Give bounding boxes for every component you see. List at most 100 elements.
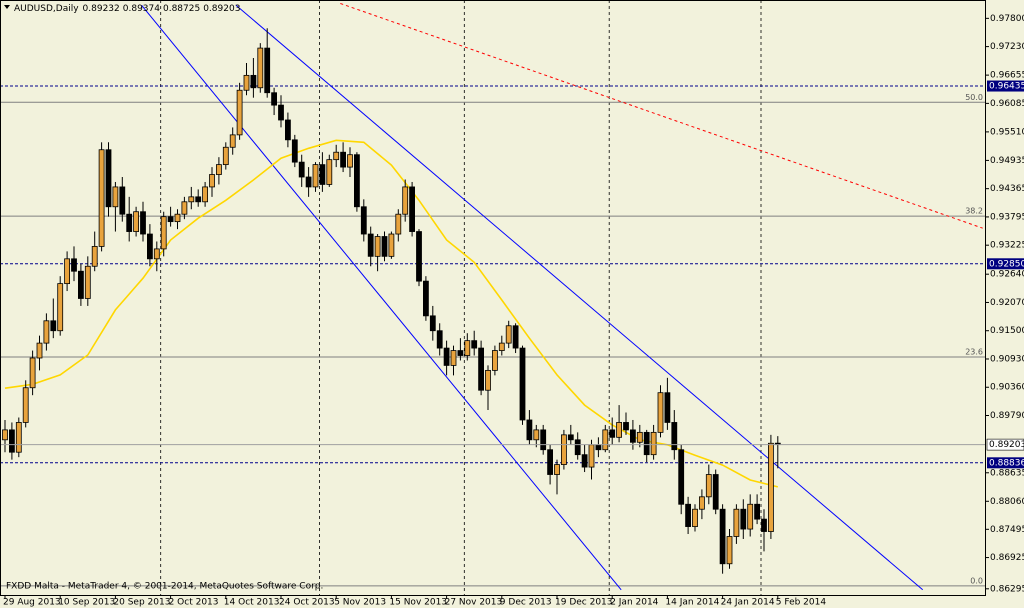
candle-body (409, 186, 416, 232)
candle-body (443, 347, 450, 366)
candle-body (2, 429, 8, 441)
candle-body (326, 159, 333, 185)
x-tick-label: 5 Feb 2014 (776, 598, 827, 608)
header: AUDUSD,Daily 0.89232 0.89374 0.88725 0.89203 (14, 4, 240, 14)
candle-body (22, 387, 29, 423)
candle-body (181, 201, 188, 215)
candle-body (202, 186, 209, 203)
candle-body (243, 74, 250, 91)
candle-body (236, 89, 243, 136)
fib-label: 23.6 (965, 348, 983, 357)
y-tick-label: 0.94365 (990, 184, 1024, 194)
candle-body (471, 340, 478, 349)
candle-body (112, 186, 119, 208)
candle-body (250, 74, 257, 89)
candle-body (623, 422, 629, 431)
candle-body (174, 213, 181, 223)
x-tick-label: 9 Dec 2013 (500, 598, 552, 608)
candle-body (602, 429, 609, 451)
plot-area (0, 0, 985, 595)
price-label: 0.88836 (989, 458, 1024, 468)
x-tick-label: 2 Oct 2013 (169, 598, 219, 608)
candle-body (519, 347, 526, 421)
candle-body (91, 246, 98, 267)
candle-body (526, 419, 533, 441)
candle-body (705, 474, 712, 498)
plot-frame (0, 0, 986, 596)
y-tick-label: 0.93795 (990, 212, 1024, 222)
y-tick-label: 0.91500 (990, 326, 1024, 336)
last-high: 0.89374 (123, 4, 160, 14)
candle-body (167, 216, 174, 223)
candle-body (229, 134, 236, 148)
candle-body (257, 47, 264, 89)
candle-body (105, 149, 112, 208)
candle-body (643, 431, 650, 456)
footer: FXDD Malta - MetaTrader 4, © 2001-2014, … (6, 582, 323, 592)
candle-body (699, 496, 705, 510)
fib-label: 38.2 (965, 207, 983, 216)
y-tick-label: 0.95510 (990, 127, 1024, 137)
candle-body (319, 164, 326, 185)
x-tick-label: 10 Sep 2013 (58, 598, 115, 608)
y-tick-label: 0.96655 (990, 71, 1024, 81)
candle-body (712, 474, 719, 510)
x-tick-label: 27 Nov 2013 (445, 598, 503, 608)
candle-body (450, 350, 457, 366)
candle-body (595, 444, 602, 451)
y-tick-label: 0.88060 (990, 497, 1024, 507)
candle-body (581, 454, 588, 468)
candle-body (657, 392, 664, 433)
price-label-box (987, 80, 1024, 92)
candle-body (84, 265, 91, 299)
candle-body (747, 503, 754, 530)
candle-body (636, 431, 643, 443)
candle-body (333, 151, 340, 161)
price-label-box (987, 457, 1024, 469)
candle-body (78, 270, 84, 299)
candle-body (478, 347, 485, 391)
candle-body (547, 449, 553, 475)
candle-body (50, 320, 57, 332)
candle-body (8, 429, 15, 453)
y-tick-label: 0.94935 (990, 156, 1024, 166)
candle-body (271, 92, 278, 106)
candle-body (678, 449, 685, 505)
fib-label: 0.0 (970, 576, 983, 585)
candle-body (485, 369, 491, 391)
candle-body (98, 149, 105, 247)
y-tick-label: 0.86295 (990, 584, 1024, 594)
candle-body (381, 236, 388, 257)
candle-body (340, 151, 347, 168)
candle-body (685, 503, 691, 527)
candle-body (616, 422, 622, 438)
candle-body (533, 429, 540, 441)
candle-body (588, 444, 595, 468)
candle-body (761, 518, 767, 532)
candle-body (719, 508, 726, 565)
candle-body (388, 233, 395, 257)
candle-body (119, 186, 126, 215)
y-tick-label: 0.86925 (990, 553, 1024, 563)
candle-body (692, 508, 698, 527)
candle-body (29, 357, 36, 389)
candle-body (278, 104, 284, 121)
menu-arrow[interactable] (4, 5, 10, 9)
y-tick-label: 0.89790 (990, 411, 1024, 421)
x-tick-label: 29 Aug 2013 (3, 598, 61, 608)
candle-body (491, 350, 498, 371)
candle-body (57, 283, 64, 332)
y-tick-label: 0.90360 (990, 383, 1024, 393)
y-tick-label: 0.97230 (990, 42, 1024, 52)
candle-body (36, 342, 43, 359)
candle-body (195, 196, 202, 203)
candle-body (402, 186, 409, 215)
last-open: 0.89232 (83, 4, 120, 14)
candle-body (740, 508, 747, 530)
candle-body (429, 315, 436, 332)
price-label: 0.96435 (989, 82, 1024, 92)
candle-body (360, 206, 367, 235)
candle-body (209, 174, 215, 188)
candle-body (367, 233, 374, 257)
